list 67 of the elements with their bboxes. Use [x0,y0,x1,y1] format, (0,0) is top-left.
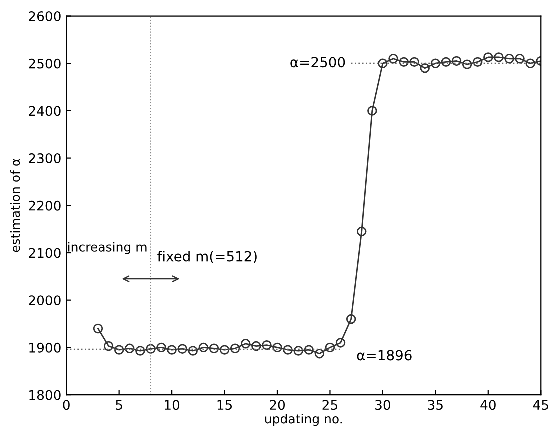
point [125,344,135,354]
point [452,56,462,66]
annotation: increasing m [68,242,147,254]
point [262,340,272,350]
point [93,324,104,334]
x-tick-label: 40 [480,400,496,410]
point [325,342,336,353]
y-tick-label: 2000 [29,296,61,306]
y-tick-label: 2200 [29,200,61,211]
point [209,344,220,354]
x-tick-label: 45 [533,400,548,410]
x-axis-title: updating no. [265,414,342,426]
point [314,348,325,359]
point [272,342,282,353]
x-tick-label: 10 [165,400,180,410]
point [357,226,367,237]
y-tick-label: 1900 [30,342,61,353]
point [156,342,166,353]
point [526,58,536,68]
y-tick-label: 2500 [29,58,61,69]
annotation: fixed m(=512) [158,251,257,264]
y-tick-label: 1800 [30,390,61,400]
point [368,106,378,116]
y-tick-label: 2300 [29,154,61,164]
point [378,58,388,68]
point [178,344,188,354]
point [346,314,356,324]
point [420,63,430,74]
y-tick-label: 2100 [29,248,61,258]
x-tick-label: 15 [218,400,232,410]
y-axis-title: estimation of α [10,158,20,252]
point [283,345,293,355]
x-tick-label: 25 [322,400,338,410]
point [410,57,420,68]
point [484,52,494,62]
point [167,345,177,355]
x-tick-label: 0 [63,400,70,410]
point [146,344,156,354]
point [294,346,304,356]
point [399,57,409,68]
point [304,345,314,355]
point [198,342,209,353]
point [188,346,198,356]
point [494,52,504,62]
point [230,344,240,354]
point [472,57,483,68]
point [515,54,525,64]
point [220,345,230,355]
annotation: α=1896 [357,350,412,361]
point [441,57,452,68]
point [336,338,346,348]
point [241,339,251,349]
point [114,345,124,355]
x-tick-label: 35 [428,400,443,410]
point [462,60,472,70]
point [252,341,262,352]
x-tick-label: 20 [270,400,286,410]
point [504,54,514,64]
point [136,346,146,356]
point [388,54,398,64]
point [104,341,114,352]
y-tick-label: 2400 [29,106,61,116]
x-tick-label: 5 [116,400,122,410]
annotation: α=2500 [290,57,346,68]
y-tick-label: 2600 [29,11,61,22]
x-tick-label: 30 [376,400,390,410]
point [430,58,441,68]
